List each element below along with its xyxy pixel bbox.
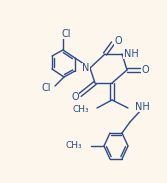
Text: NH: NH bbox=[124, 49, 138, 59]
Text: CH₃: CH₃ bbox=[65, 141, 82, 150]
Text: N: N bbox=[82, 63, 90, 73]
Text: O: O bbox=[71, 92, 79, 102]
Text: CH₃: CH₃ bbox=[72, 106, 89, 115]
Text: Cl: Cl bbox=[41, 83, 51, 93]
Text: Cl: Cl bbox=[61, 29, 71, 39]
Text: O: O bbox=[141, 65, 149, 75]
Text: O: O bbox=[114, 36, 122, 46]
Text: NH: NH bbox=[135, 102, 150, 112]
